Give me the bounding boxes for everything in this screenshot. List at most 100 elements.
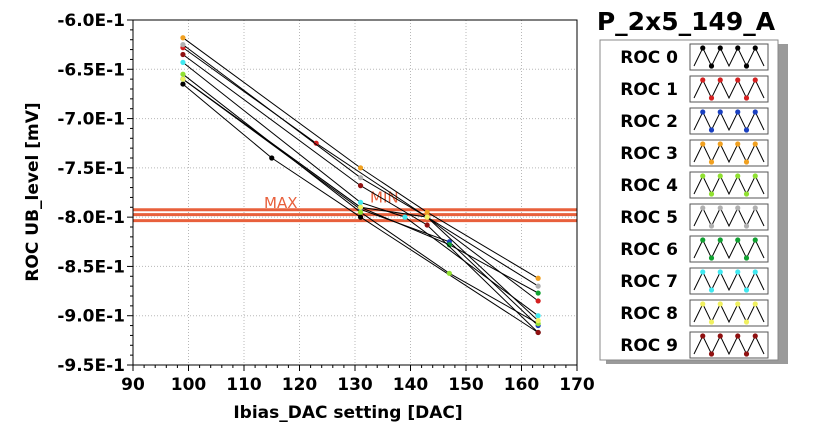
x-tick-label: 100 (171, 375, 207, 395)
y-axis-title: ROC UB_level [mV] (23, 102, 43, 281)
x-axis: 90 100 110 120 130 140 150 160 170 (121, 365, 595, 395)
legend-marker (735, 333, 741, 339)
legend-line (693, 206, 765, 228)
series-lines (180, 35, 541, 336)
legend: ROC 0 ROC 1 ROC 2 ROC 3 ROC 4 ROC 5 ROC 6 ROC 7… (599, 39, 788, 364)
data-point (180, 42, 186, 48)
data-point (402, 214, 408, 220)
y-tick-label: -8.5E-1 (57, 257, 125, 277)
data-point (535, 275, 541, 281)
legend-item: ROC 3 (620, 139, 769, 167)
legend-marker (717, 45, 723, 51)
y-tick-label: -7.5E-1 (57, 159, 125, 179)
legend-marker (708, 159, 715, 165)
data-point (535, 313, 541, 319)
data-point (424, 209, 430, 215)
y-tick-label: -7.0E-1 (57, 110, 125, 130)
data-point (535, 283, 541, 289)
data-point (180, 76, 186, 82)
legend-marker (700, 173, 706, 179)
series-5 (180, 42, 541, 289)
legend-line (693, 46, 765, 68)
data-point (535, 298, 541, 304)
legend-item: ROC 8 (620, 299, 769, 327)
legend-marker (752, 45, 758, 51)
legend-marker (700, 77, 706, 83)
legend-label: ROC 9 (620, 336, 678, 356)
data-point (180, 71, 186, 77)
x-tick-label: 120 (282, 375, 318, 395)
data-point (446, 270, 452, 276)
legend-marker (752, 301, 758, 307)
legend-marker (708, 255, 715, 261)
data-point (180, 35, 186, 41)
legend-marker (743, 223, 750, 229)
legend-marker (735, 205, 741, 211)
legend-line (693, 142, 765, 164)
legend-marker (735, 173, 741, 179)
series-line (182, 47, 539, 302)
legend-item: ROC 4 (620, 171, 769, 199)
legend-item: ROC 6 (620, 235, 769, 263)
legend-item: ROC 2 (620, 107, 769, 135)
data-point (269, 155, 275, 161)
legend-marker (752, 237, 758, 243)
x-tick-label: 160 (504, 375, 540, 395)
legend-marker (717, 173, 723, 179)
legend-marker (717, 269, 723, 275)
legend-marker (700, 205, 706, 211)
legend-marker (700, 109, 706, 115)
data-point (424, 222, 430, 228)
x-tick-label: 170 (559, 375, 595, 395)
legend-marker (752, 333, 758, 339)
data-point (357, 165, 364, 171)
data-point (357, 204, 364, 210)
legend-marker (743, 127, 750, 133)
legend-marker (743, 63, 750, 69)
y-tick-label: -6.5E-1 (57, 60, 125, 80)
legend-line (693, 270, 765, 292)
y-tick-label: -8.0E-1 (57, 208, 125, 228)
y-tick-label: -6.0E-1 (57, 11, 125, 31)
data-point (535, 290, 541, 296)
legend-label: ROC 7 (620, 272, 678, 292)
legend-line (693, 302, 765, 324)
legend-item: ROC 1 (620, 75, 769, 103)
series-7 (180, 59, 541, 319)
series-line (182, 37, 539, 279)
legend-marker (700, 141, 706, 147)
series-8 (180, 76, 541, 324)
legend-marker (700, 333, 706, 339)
legend-marker (752, 77, 758, 83)
y-tick-label: -9.5E-1 (57, 356, 125, 376)
data-point (535, 329, 541, 336)
legend-marker (752, 141, 758, 147)
data-point (180, 51, 186, 58)
legend-marker (735, 141, 741, 147)
legend-marker (752, 269, 758, 275)
legend-label: ROC 4 (620, 176, 678, 196)
data-point (357, 209, 364, 215)
legend-marker (700, 45, 706, 51)
legend-label: ROC 2 (620, 112, 678, 132)
x-axis-title: Ibias_DAC setting [DAC] (233, 403, 462, 423)
series-line (182, 54, 539, 333)
data-point (357, 183, 364, 189)
legend-marker (708, 287, 715, 293)
legend-marker (735, 237, 741, 243)
legend-marker (717, 205, 723, 211)
legend-marker (700, 237, 706, 243)
legend-marker (717, 141, 723, 147)
legend-marker (708, 223, 715, 229)
legend-marker (700, 269, 706, 275)
data-point (446, 242, 452, 248)
legend-marker (708, 95, 715, 101)
series-line (182, 73, 539, 325)
series-line (182, 78, 539, 321)
grid (132, 19, 578, 366)
legend-line (693, 110, 765, 132)
y-axis: -6.0E-1 -6.5E-1 -7.0E-1 -7.5E-1 -8.0E-1 -8.5E… (57, 11, 133, 376)
legend-marker (717, 77, 723, 83)
legend-line (693, 334, 765, 356)
